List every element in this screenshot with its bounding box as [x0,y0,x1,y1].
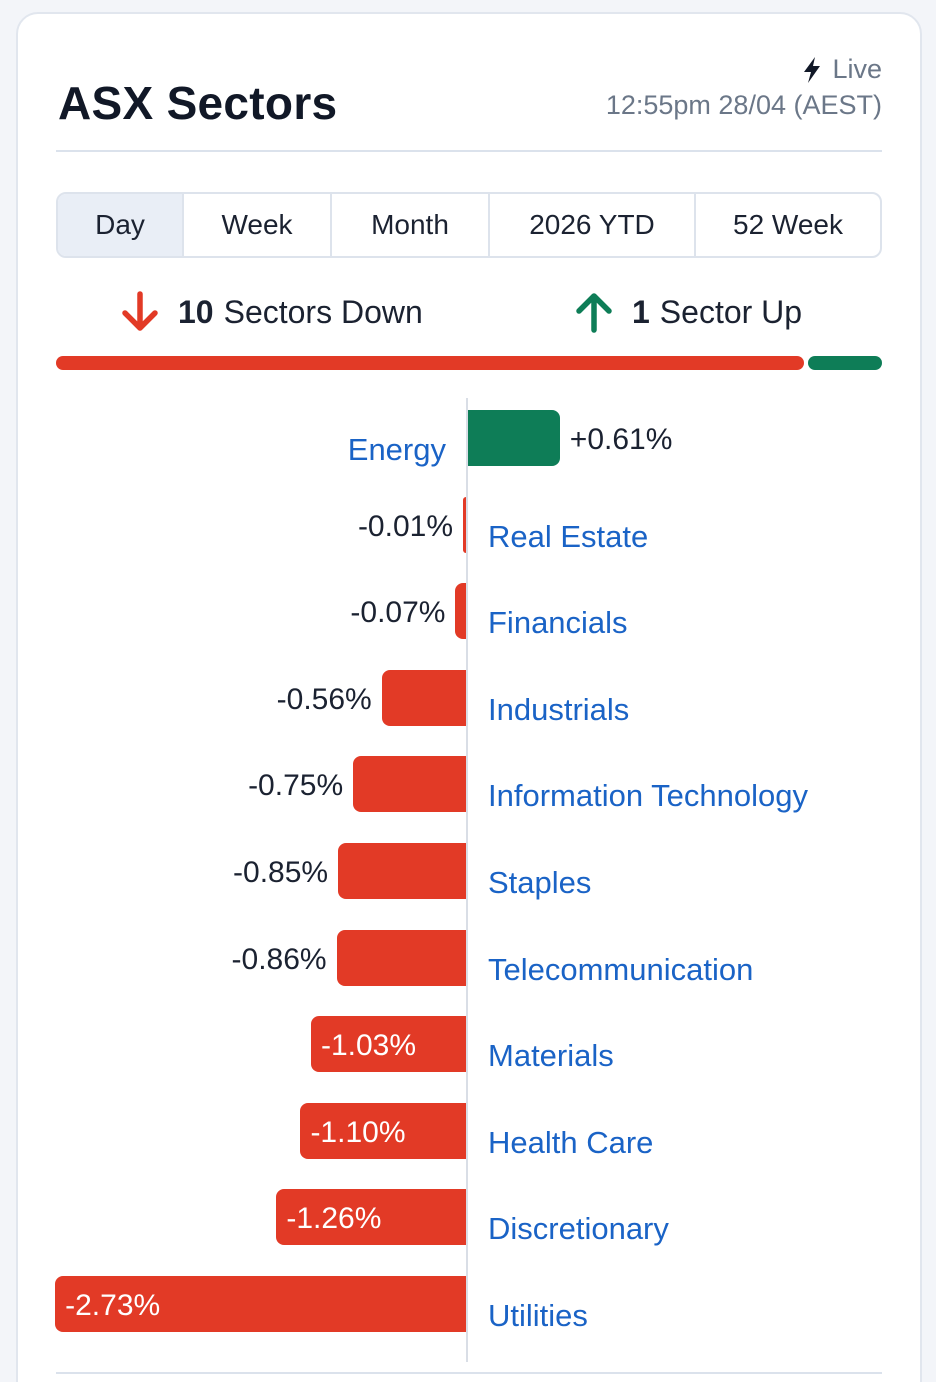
value-label-telecommunication: -0.86% [231,943,327,976]
value-label-utilities: -2.73% [65,1289,161,1322]
value-label-real-estate: -0.01% [357,510,453,543]
lightning-icon [804,56,821,83]
value-label-information-technology: -0.75% [248,769,344,802]
arrow-down-icon [122,291,158,331]
sectors-down-label: Sectors Down [223,293,423,330]
sector-link-materials[interactable]: Materials [488,1038,614,1073]
tab-month[interactable]: Month [332,194,490,256]
sector-link-utilities[interactable]: Utilities [488,1298,588,1333]
bar-telecommunication [336,930,466,986]
page-title: ASX Sectors [58,77,338,129]
value-label-industrials: -0.56% [276,683,372,716]
sector-link-industrials[interactable]: Industrials [488,692,630,727]
ratio-bar-up [808,356,882,370]
tab-52-week[interactable]: 52 Week [733,209,843,240]
sector-link-staples[interactable]: Staples [488,865,592,900]
bar-information-technology [353,756,466,812]
footer-divider [56,1372,882,1374]
header-divider [56,150,882,152]
bar-materials [310,1016,466,1072]
sector-link-energy[interactable]: Energy [347,432,446,467]
bar-financials [455,583,466,639]
sector-link-financials[interactable]: Financials [488,605,628,640]
sectors-down-count: 10 [178,293,214,330]
tab-week[interactable]: Week [184,194,332,256]
bar-energy [468,410,560,466]
value-label-financials: -0.07% [350,596,446,629]
sectors-up-label: Sector Up [659,293,803,330]
ratio-bar-down [56,356,804,370]
bar-industrials [381,670,466,726]
sector-link-real-estate[interactable]: Real Estate [488,519,649,554]
arrow-up-icon [576,293,612,333]
value-label-staples: -0.85% [233,856,329,889]
value-label-health-care: -1.10% [310,1116,406,1149]
sector-link-telecommunication[interactable]: Telecommunication [488,952,754,987]
value-label-materials: -1.03% [320,1029,417,1062]
bar-real-estate [463,497,466,553]
sectors-up-count: 1 [632,293,650,330]
chart-zero-axis [466,398,468,1362]
live-label: Live [832,54,882,84]
period-tabs: Day Week Month 2026 YTD 52 Week [56,192,882,258]
sector-link-information-technology[interactable]: Information Technology [488,778,808,813]
tab-day[interactable]: Day [58,194,184,256]
bar-discretionary [276,1189,466,1245]
sector-link-health-care[interactable]: Health Care [488,1125,654,1160]
sectors-down-summary: 10 Sectors Down [120,290,423,334]
live-indicator: Live [800,54,882,85]
bar-staples [338,843,466,899]
tab-ytd[interactable]: 2026 YTD [490,194,696,256]
bar-health-care [300,1103,466,1159]
sector-link-discretionary[interactable]: Discretionary [488,1211,669,1246]
bar-utilities [55,1276,466,1332]
value-label-discretionary: -1.26% [286,1202,382,1235]
sectors-up-summary: 1 Sector Up [574,290,802,334]
timestamp: 12:55pm 28/04 (AEST) [605,90,882,120]
value-label-energy: +0.61% [569,423,673,456]
